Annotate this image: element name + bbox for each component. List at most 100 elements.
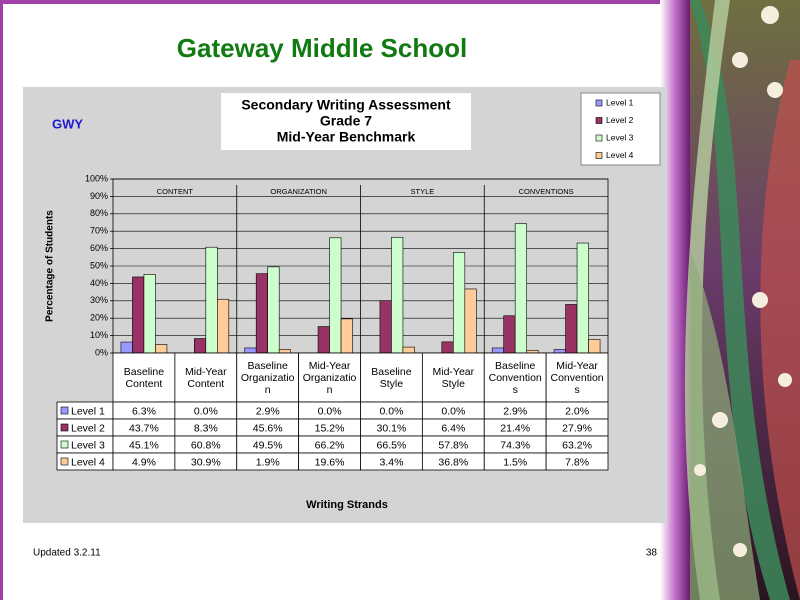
- x-tick-label: Mid-Year Style: [432, 365, 475, 390]
- x-tick-label-box: Mid-Year Conventions: [550, 359, 604, 396]
- table-value: 63.2%: [562, 439, 592, 451]
- footer: Updated 3.2.11: [33, 548, 101, 559]
- decoration: [684, 0, 800, 600]
- table-series-name: Level 1: [71, 405, 105, 417]
- legend-key: [60, 406, 69, 415]
- table-series-name: Level 4: [71, 456, 105, 468]
- y-tick-label: 0%: [95, 347, 108, 357]
- y-axis-title: Percentage of Students: [45, 210, 56, 322]
- table-value: 36.8%: [438, 456, 468, 468]
- y-tick-label: 50%: [90, 260, 108, 270]
- bar: [514, 223, 527, 354]
- x-tick-label-box: Mid-Year Organization: [302, 359, 357, 396]
- x-tick-label-box: Baseline Organization: [241, 360, 295, 396]
- bar: [205, 246, 218, 354]
- bar: [402, 346, 415, 354]
- legend-label: Level 4: [606, 150, 634, 160]
- y-tick-label: 60%: [90, 243, 108, 253]
- table-value: 60.8%: [191, 439, 221, 451]
- category-cell: [174, 352, 238, 403]
- category-cell: [483, 352, 547, 403]
- y-tick-label: 100%: [85, 173, 108, 183]
- table-value: 8.3%: [194, 422, 218, 434]
- table-value: 6.4%: [441, 422, 465, 434]
- bar: [143, 274, 156, 354]
- table-value: 30.9%: [191, 456, 221, 468]
- bar: [576, 242, 589, 354]
- top-edge: [0, 0, 690, 4]
- table-value: 66.5%: [377, 439, 407, 451]
- bar: [267, 266, 280, 354]
- y-tick-label: 40%: [90, 278, 108, 288]
- table-value: 43.7%: [129, 422, 159, 434]
- legend-key: [60, 457, 69, 466]
- bar: [317, 326, 330, 354]
- x-tick-label-box: Baseline Style: [371, 365, 412, 390]
- table-value: 3.4%: [379, 456, 403, 468]
- table-value: 0.0%: [194, 405, 218, 417]
- legend-swatch: [595, 152, 603, 159]
- legend-swatch: [595, 99, 603, 107]
- table-value: 1.9%: [256, 456, 280, 468]
- bar: [565, 304, 578, 354]
- table-value: 2.9%: [256, 405, 280, 417]
- x-tick-label: Mid-Year Content: [184, 365, 227, 390]
- x-axis-title: Writing Strands: [306, 499, 388, 511]
- table-series-name: Level 3: [71, 439, 105, 451]
- legend-swatch: [595, 117, 603, 124]
- category-cell: [112, 352, 176, 403]
- table-value: 27.9%: [562, 422, 592, 434]
- legend-key: [60, 423, 69, 432]
- chart-title-box: [221, 93, 471, 150]
- bar: [217, 298, 230, 354]
- table-value: 19.6%: [315, 456, 345, 468]
- bar: [278, 349, 291, 354]
- x-tick-label-box: Mid-Year Content: [184, 365, 227, 390]
- x-tick-label-box: Baseline Conventions: [488, 359, 542, 396]
- y-tick-label: 20%: [90, 313, 108, 323]
- legend-label: Level 1: [606, 97, 634, 107]
- y-tick-label: 10%: [90, 330, 108, 340]
- table-value: 0.0%: [441, 405, 465, 417]
- bar: [132, 276, 145, 354]
- x-tick-label: Baseline Content: [123, 365, 165, 390]
- category-cell: [298, 352, 361, 403]
- y-tick-label: 70%: [90, 226, 108, 236]
- chart-title: Grade 7: [320, 113, 372, 129]
- table-value: 1.5%: [503, 456, 527, 468]
- bar: [340, 318, 353, 354]
- x-tick-label: Mid-Year Conventions: [550, 359, 604, 396]
- bar: [155, 344, 168, 354]
- bar: [553, 349, 566, 354]
- bar: [588, 339, 601, 354]
- x-tick-label: Baseline Conventions: [488, 359, 542, 396]
- legend-swatch: [595, 134, 603, 142]
- table-value: 49.5%: [253, 439, 283, 451]
- legend-box: [580, 92, 661, 166]
- table-value: 4.9%: [132, 456, 156, 468]
- bar: [329, 237, 342, 354]
- x-tick-label: Baseline Style: [371, 365, 412, 390]
- table-value: 45.6%: [253, 422, 283, 434]
- table-value: 21.4%: [500, 422, 530, 434]
- page-number: 38: [646, 548, 658, 559]
- table-value: 6.3%: [132, 405, 156, 417]
- bar: [244, 347, 257, 354]
- table-value: 74.3%: [500, 439, 530, 451]
- school-code: GWY: [52, 116, 83, 131]
- x-tick-label-box: Mid-Year Style: [432, 365, 475, 390]
- table-value: 7.8%: [565, 456, 589, 468]
- table-value: 66.2%: [315, 439, 345, 451]
- bar: [120, 341, 133, 354]
- y-tick-label: 80%: [90, 208, 108, 218]
- y-tick-label: 30%: [90, 295, 108, 305]
- group-label: STYLE: [410, 187, 434, 196]
- x-tick-label: Mid-Year Organization: [302, 359, 357, 396]
- table-cell: [545, 452, 609, 471]
- group-label: CONTENT: [157, 187, 194, 196]
- slide-title: Gateway Middle School: [177, 33, 467, 63]
- category-cell: [421, 352, 485, 403]
- bar: [464, 288, 477, 354]
- category-cell: [545, 352, 609, 403]
